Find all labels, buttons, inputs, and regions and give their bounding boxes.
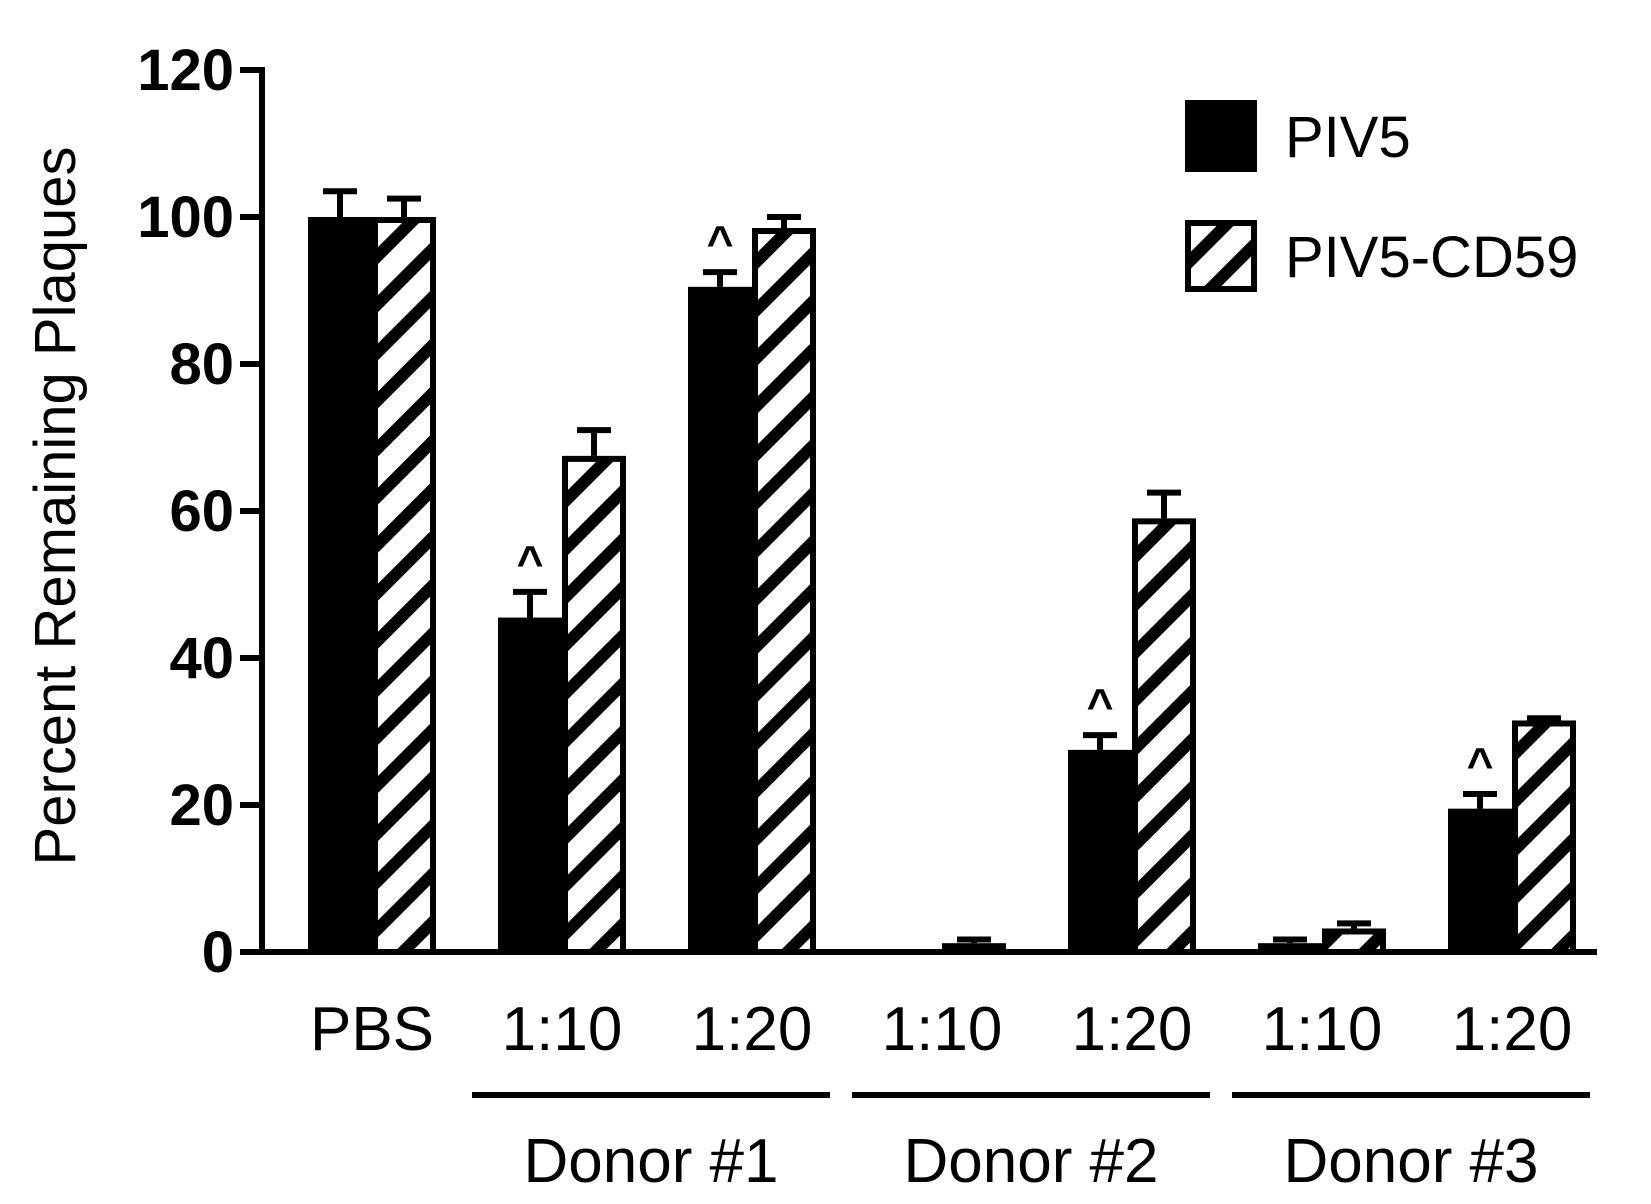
significance-mark: ^ — [1467, 738, 1494, 790]
legend-swatch-piv5-cd59 — [1185, 220, 1257, 292]
legend-label: PIV5 — [1285, 105, 1411, 170]
bars-layer — [308, 188, 1576, 955]
x-category-label: 1:10 — [882, 995, 1003, 1064]
group-label: Donor #3 — [1283, 1127, 1538, 1196]
bar-piv5 — [1448, 808, 1512, 955]
bar-piv5-cd59 — [1132, 518, 1196, 955]
y-tick-label: 120 — [137, 38, 234, 103]
legend-label: PIV5-CD59 — [1285, 225, 1578, 290]
legend-swatch-piv5 — [1185, 100, 1257, 172]
y-tick-label: 80 — [169, 332, 234, 397]
y-tick-label: 0 — [202, 920, 234, 985]
x-category-label: 1:10 — [1262, 995, 1383, 1064]
x-category-label: 1:20 — [1072, 995, 1193, 1064]
significance-mark: ^ — [707, 216, 734, 268]
group-label: Donor #2 — [903, 1127, 1158, 1196]
group-label: Donor #1 — [523, 1127, 778, 1196]
legend: PIV5 PIV5-CD59 — [1185, 100, 1578, 292]
y-axis-title: Percent Remaining Plaques — [23, 147, 88, 866]
bar-piv5 — [688, 286, 752, 955]
y-tick-label: 60 — [169, 479, 234, 544]
bar-piv5-cd59 — [562, 455, 626, 955]
labels-layer: ^ ^ ^ ^ 0 20 40 60 80 100 120 Percent Remaining Pla… — [23, 38, 1572, 1196]
bar-piv5 — [308, 217, 372, 955]
significance-mark: ^ — [517, 536, 544, 588]
x-category-label: 1:20 — [1452, 995, 1573, 1064]
bar-piv5-cd59 — [372, 217, 436, 955]
y-tick-label: 20 — [169, 773, 234, 838]
bar-piv5 — [1068, 749, 1132, 955]
bar-piv5 — [498, 617, 562, 955]
significance-mark: ^ — [1087, 679, 1114, 731]
x-category-label: 1:20 — [692, 995, 813, 1064]
bar-piv5-cd59 — [1512, 720, 1576, 955]
y-tick-label: 100 — [137, 185, 234, 250]
y-tick-label: 40 — [169, 626, 234, 691]
bar-piv5-cd59 — [752, 228, 816, 955]
x-category-label: 1:10 — [502, 995, 623, 1064]
x-category-label: PBS — [310, 995, 434, 1064]
axes-layer — [240, 67, 1597, 1098]
bar-piv5-cd59 — [1322, 928, 1386, 955]
